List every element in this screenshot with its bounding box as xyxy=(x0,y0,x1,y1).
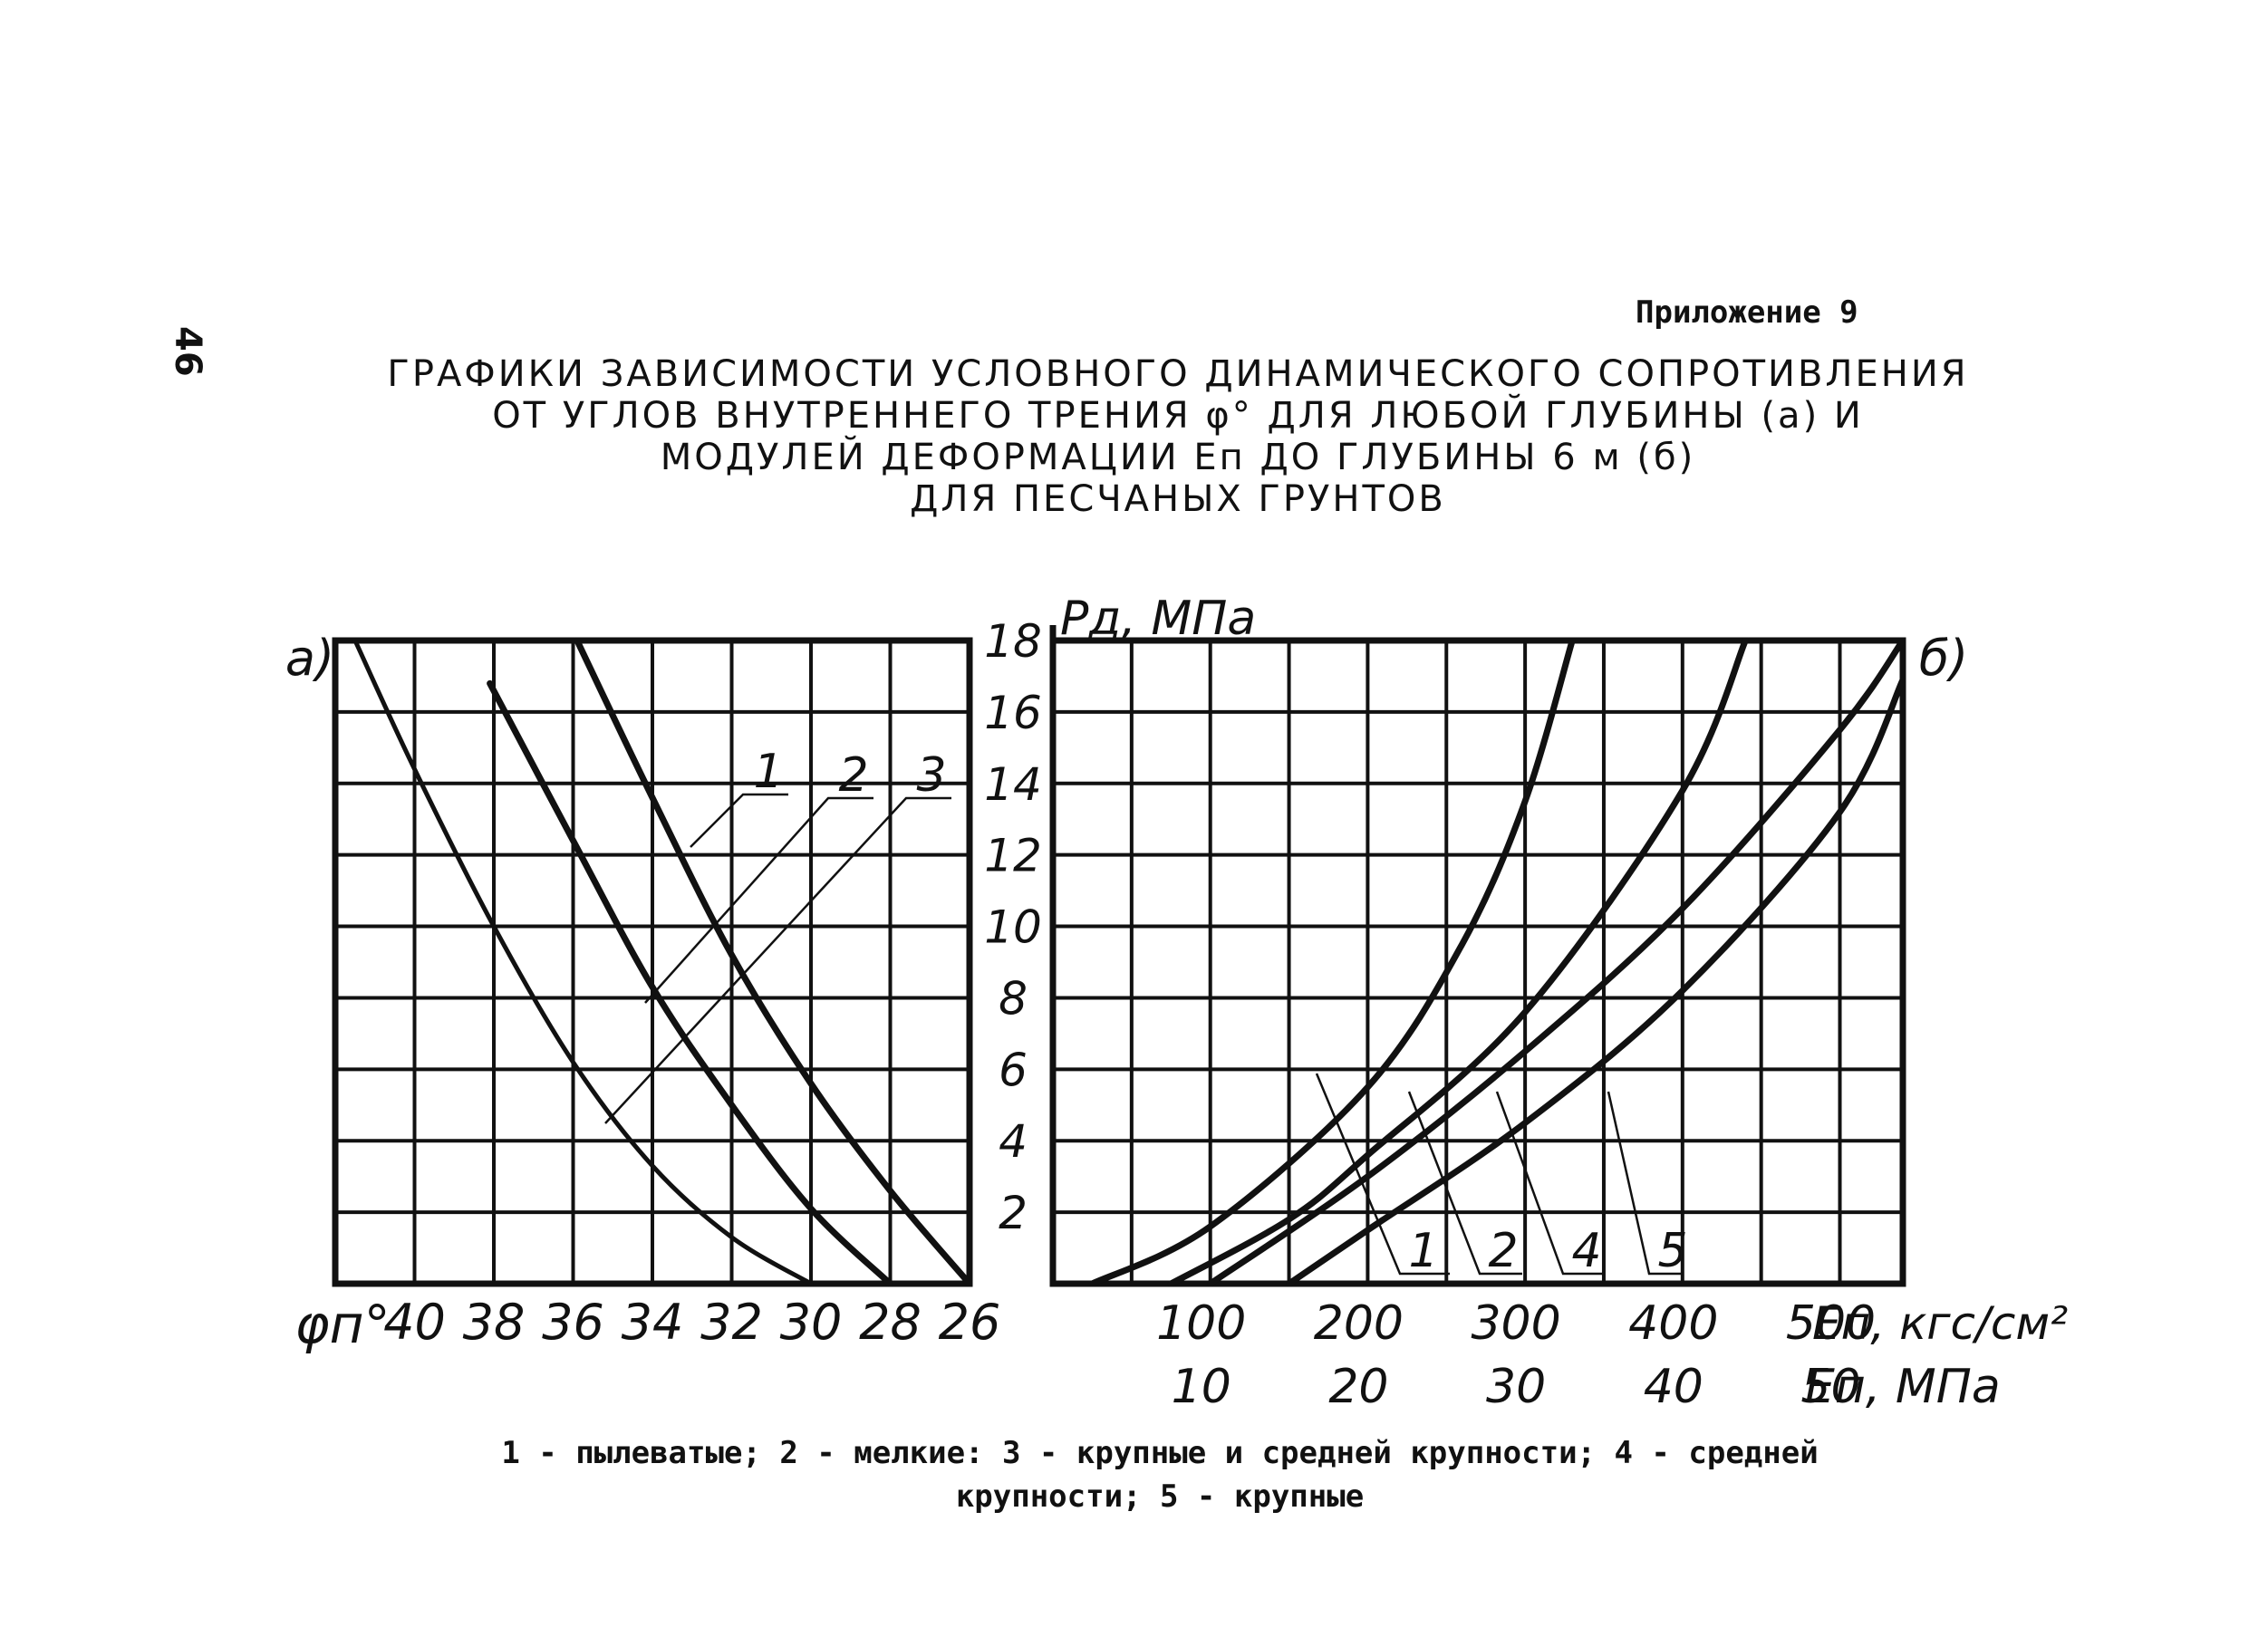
series-b-5-leader xyxy=(1607,1091,1684,1276)
panel-b-frame xyxy=(1049,637,1906,1287)
footnote-line-2: крупности; 5 - крупные xyxy=(955,1478,1365,1515)
x-tick-label-b-secondary: 30 xyxy=(1486,1360,1546,1414)
y-tick-label: 10 xyxy=(984,901,1042,954)
x-tick-label-a: 36 xyxy=(542,1294,604,1351)
x-tick-label-a: 28 xyxy=(859,1294,922,1351)
x-tick-label-b-secondary: 20 xyxy=(1328,1360,1388,1414)
y-tick-label: 16 xyxy=(984,687,1042,739)
x-tick-label-b-secondary: 10 xyxy=(1172,1360,1231,1414)
series-a-3-leader xyxy=(604,796,951,1124)
series-b-1-line xyxy=(1088,637,1576,1287)
series-a-1-label: 1 xyxy=(753,745,783,799)
x-tick-label-a: 32 xyxy=(700,1294,763,1351)
x-tick-label-a: 26 xyxy=(939,1294,1001,1351)
y-tick-label: 12 xyxy=(984,830,1042,882)
title-line-4: ДЛЯ ПЕСЧАНЫХ ГРУНТОВ xyxy=(910,478,1446,520)
series-b-2-label: 2 xyxy=(1488,1224,1518,1278)
panel-b-label: б) xyxy=(1919,630,1968,687)
x-tick-label-a: 34 xyxy=(622,1294,684,1351)
x-tick-label-b-secondary: 40 xyxy=(1644,1360,1703,1414)
x-tick-label-a: 30 xyxy=(780,1294,843,1351)
title-line-3: МОДУЛЕЙ ДЕФОРМАЦИИ Eп ДО ГЛУБИНЫ 6 м (б) xyxy=(660,437,1696,478)
x-axis-label-a: φп° xyxy=(294,1294,390,1355)
panel-a-frame xyxy=(332,637,973,1287)
series-b-4-label: 4 xyxy=(1571,1224,1601,1278)
y-tick-label: 4 xyxy=(999,1115,1028,1168)
footnote-line-1: 1 - пылеватые; 2 - мелкие: 3 - крупные и… xyxy=(501,1435,1819,1471)
series-b-5-line xyxy=(1286,676,1906,1287)
y-tick-label: 6 xyxy=(999,1044,1028,1096)
series-a-3-label: 3 xyxy=(916,748,946,803)
title-line-1: ГРАФИКИ ЗАВИСИМОСТИ УСЛОВНОГО ДИНАМИЧЕСК… xyxy=(387,353,1969,395)
title-line-2: ОТ УГЛОВ ВНУТРЕННЕГО ТРЕНИЯ φ° ДЛЯ ЛЮБОЙ… xyxy=(492,395,1864,437)
x-tick-label-b: 500 xyxy=(1786,1296,1876,1351)
series-a-1-leader xyxy=(690,793,788,848)
panel-b-grid xyxy=(1053,639,1903,1284)
chart-title: ГРАФИКИ ЗАВИСИМОСТИ УСЛОВНОГО ДИНАМИЧЕСК… xyxy=(272,353,2084,520)
series-b-5-label: 5 xyxy=(1657,1224,1687,1278)
x-tick-label-a: 38 xyxy=(463,1294,526,1351)
series-b-1-leader xyxy=(1315,1073,1450,1276)
series-b-1-label: 1 xyxy=(1408,1224,1438,1278)
x-tick-label-b: 200 xyxy=(1314,1296,1404,1351)
x-axis-label-b: Eп, кгс/см² xyxy=(1812,1297,2068,1350)
x-tick-label-b: 100 xyxy=(1156,1296,1246,1351)
series-b-2-leader xyxy=(1407,1091,1522,1276)
x-tick-label-b: 300 xyxy=(1471,1296,1560,1351)
x-tick-label-b: 400 xyxy=(1628,1296,1718,1351)
series-b-2-line xyxy=(1167,637,1749,1287)
y-tick-label: 18 xyxy=(984,615,1042,668)
panel-a-grid xyxy=(335,639,971,1284)
x-tick-label-a: 40 xyxy=(383,1294,446,1351)
series-b-4-leader xyxy=(1495,1091,1604,1276)
y-tick-label: 14 xyxy=(984,758,1042,811)
series-a-2-label: 2 xyxy=(838,748,868,803)
y-axis-label: Pд, МПа xyxy=(1060,592,1256,646)
x-tick-label-b-secondary: 50 xyxy=(1800,1360,1860,1414)
series-a-2-line xyxy=(487,679,893,1287)
y-tick-label: 2 xyxy=(999,1187,1028,1239)
series-b-4-line xyxy=(1207,637,1906,1287)
series-a-1-line xyxy=(352,638,814,1286)
series-a-3-line xyxy=(574,637,973,1287)
legend-footnote: 1 - пылеватые; 2 - мелкие: 3 - крупные и… xyxy=(299,1431,2021,1518)
series-a-2-leader xyxy=(644,796,873,1004)
appendix-label: Приложение 9 xyxy=(1636,294,1858,331)
y-tick-label: 8 xyxy=(999,972,1028,1025)
panel-a-label: а) xyxy=(285,630,334,687)
x-axis-label-b-secondary: Eп, МПа xyxy=(1805,1360,2001,1414)
